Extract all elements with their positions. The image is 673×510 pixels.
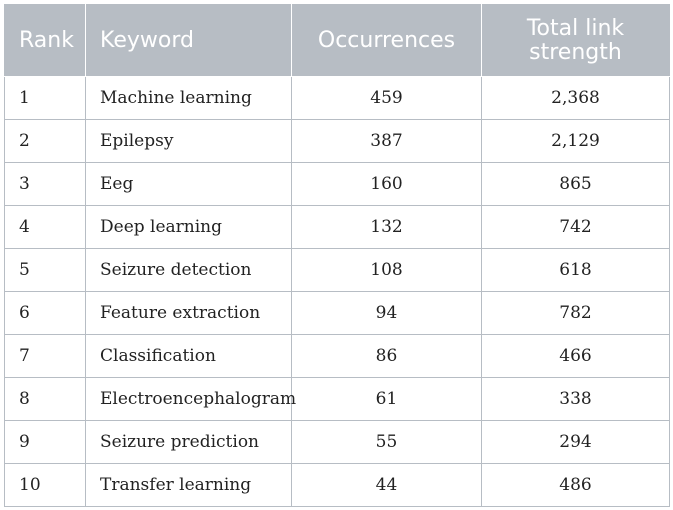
cell-rank: 10: [4, 463, 86, 507]
table-row: 7 Classification 86 466: [4, 334, 670, 378]
cell-total-link-strength: 782: [481, 291, 670, 335]
cell-rank: 4: [4, 205, 86, 249]
cell-keyword: Deep learning: [85, 205, 292, 249]
cell-occurrences: 108: [291, 248, 482, 292]
header-total-link-strength: Total link strength: [481, 4, 670, 77]
table-row: 9 Seizure prediction 55 294: [4, 420, 670, 464]
table-body: 1 Machine learning 459 2,368 2 Epilepsy …: [4, 76, 670, 507]
cell-total-link-strength: 466: [481, 334, 670, 378]
cell-total-link-strength: 742: [481, 205, 670, 249]
cell-occurrences: 387: [291, 119, 482, 163]
table-row: 10 Transfer learning 44 486: [4, 463, 670, 507]
cell-keyword: Electroencephalogram: [85, 377, 296, 421]
table-row: 8 Electroencephalogram 61 338: [4, 377, 670, 421]
cell-keyword: Eeg: [85, 162, 292, 206]
cell-occurrences: 55: [291, 420, 482, 464]
table-row: 6 Feature extraction 94 782: [4, 291, 670, 335]
cell-occurrences: 160: [291, 162, 482, 206]
cell-total-link-strength: 2,368: [481, 76, 670, 120]
header-keyword: Keyword: [85, 4, 292, 77]
cell-total-link-strength: 338: [481, 377, 670, 421]
cell-occurrences: 94: [291, 291, 482, 335]
cell-occurrences: 86: [291, 334, 482, 378]
cell-keyword: Classification: [85, 334, 292, 378]
table-row: 5 Seizure detection 108 618: [4, 248, 670, 292]
cell-rank: 3: [4, 162, 86, 206]
cell-total-link-strength: 618: [481, 248, 670, 292]
cell-rank: 6: [4, 291, 86, 335]
header-row: Rank Keyword Occurrences Total link stre…: [4, 4, 670, 77]
cell-occurrences: 61: [291, 377, 482, 421]
cell-rank: 8: [4, 377, 86, 421]
cell-rank: 9: [4, 420, 86, 464]
cell-rank: 2: [4, 119, 86, 163]
cell-total-link-strength: 2,129: [481, 119, 670, 163]
cell-keyword: Seizure prediction: [85, 420, 292, 464]
header-rank: Rank: [4, 4, 86, 77]
table-row: 1 Machine learning 459 2,368: [4, 76, 670, 120]
cell-keyword: Seizure detection: [85, 248, 292, 292]
keyword-table: Rank Keyword Occurrences Total link stre…: [4, 4, 670, 507]
cell-occurrences: 132: [291, 205, 482, 249]
table-row: 3 Eeg 160 865: [4, 162, 670, 206]
cell-keyword: Epilepsy: [85, 119, 292, 163]
cell-occurrences: 44: [291, 463, 482, 507]
cell-rank: 1: [4, 76, 86, 120]
cell-total-link-strength: 865: [481, 162, 670, 206]
cell-rank: 5: [4, 248, 86, 292]
cell-occurrences: 459: [291, 76, 482, 120]
table-row: 4 Deep learning 132 742: [4, 205, 670, 249]
table-row: 2 Epilepsy 387 2,129: [4, 119, 670, 163]
cell-keyword: Feature extraction: [85, 291, 292, 335]
cell-keyword: Transfer learning: [85, 463, 292, 507]
cell-total-link-strength: 294: [481, 420, 670, 464]
header-occurrences: Occurrences: [291, 4, 482, 77]
cell-total-link-strength: 486: [481, 463, 670, 507]
cell-rank: 7: [4, 334, 86, 378]
keyword-table-container: Rank Keyword Occurrences Total link stre…: [4, 4, 670, 507]
cell-keyword: Machine learning: [85, 76, 292, 120]
